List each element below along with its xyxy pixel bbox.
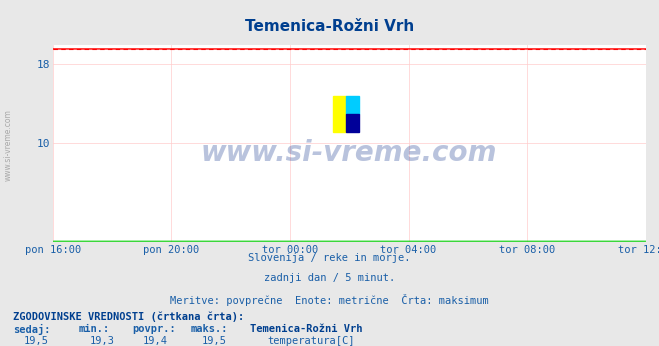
Text: povpr.:: povpr.: <box>132 324 175 334</box>
Text: sedaj:: sedaj: <box>13 324 51 335</box>
Text: Temenica-Rožni Vrh: Temenica-Rožni Vrh <box>250 324 363 334</box>
Text: 19,4: 19,4 <box>142 336 167 346</box>
Text: zadnji dan / 5 minut.: zadnji dan / 5 minut. <box>264 273 395 283</box>
Text: www.si-vreme.com: www.si-vreme.com <box>201 139 498 167</box>
Text: www.si-vreme.com: www.si-vreme.com <box>3 109 13 181</box>
Text: Slovenija / reke in morje.: Slovenija / reke in morje. <box>248 253 411 263</box>
Text: ZGODOVINSKE VREDNOSTI (črtkana črta):: ZGODOVINSKE VREDNOSTI (črtkana črta): <box>13 311 244 322</box>
Text: maks.:: maks.: <box>191 324 229 334</box>
Text: Temenica-Rožni Vrh: Temenica-Rožni Vrh <box>245 19 414 34</box>
Text: Meritve: povprečne  Enote: metrične  Črta: maksimum: Meritve: povprečne Enote: metrične Črta:… <box>170 294 489 306</box>
Text: 19,3: 19,3 <box>90 336 115 346</box>
Bar <box>347 114 359 132</box>
Bar <box>333 96 346 132</box>
Bar <box>347 96 359 114</box>
Text: min.:: min.: <box>79 324 110 334</box>
Text: 19,5: 19,5 <box>24 336 49 346</box>
Text: 19,5: 19,5 <box>202 336 227 346</box>
Text: temperatura[C]: temperatura[C] <box>267 336 355 346</box>
